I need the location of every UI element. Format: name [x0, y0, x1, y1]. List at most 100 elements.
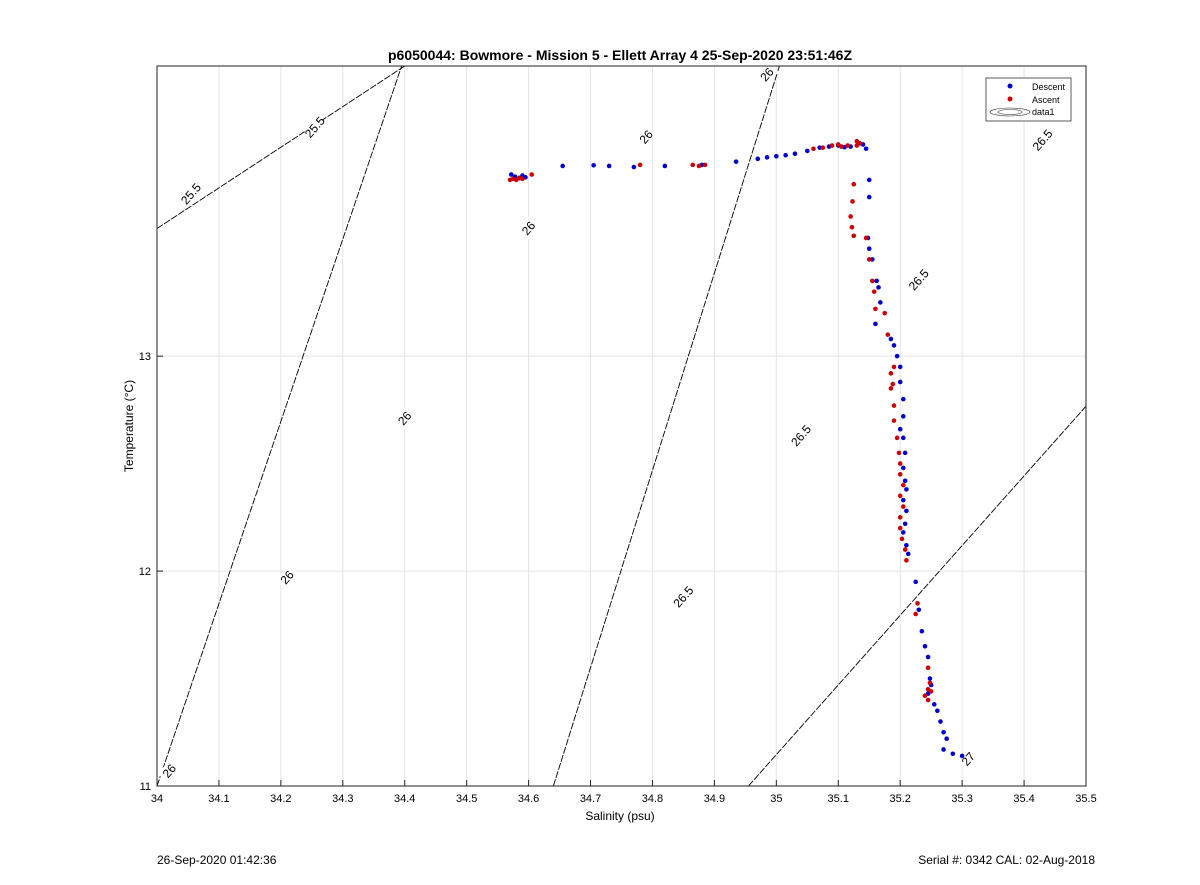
data-point-ascent — [529, 172, 534, 177]
x-tick-label: 35.5 — [1075, 793, 1096, 805]
data-point-descent — [792, 151, 798, 156]
data-point-descent — [863, 146, 869, 152]
legend-contour-marker — [989, 107, 1031, 117]
contour-label: 26 — [392, 406, 417, 431]
data-point-ascent — [851, 181, 857, 187]
data-point-ascent — [900, 482, 906, 488]
legend: Descent Ascent data1 — [985, 77, 1072, 122]
data-point-descent — [916, 607, 922, 613]
data-point-descent — [904, 508, 909, 514]
data-point-descent — [508, 172, 514, 177]
plot-frame — [156, 65, 1087, 787]
data-point-ascent — [927, 680, 933, 686]
x-tick-label: 34 — [151, 793, 163, 805]
data-point-ascent — [520, 176, 525, 182]
data-point-ascent — [891, 364, 897, 370]
data-point-descent — [866, 194, 872, 200]
data-point-descent — [927, 676, 933, 681]
data-point-ascent — [885, 332, 891, 337]
data-point-ascent — [888, 371, 894, 376]
data-point-ascent — [902, 547, 908, 552]
data-point-descent — [866, 246, 872, 251]
data-point-descent — [905, 551, 911, 557]
data-point-ascent — [894, 435, 900, 441]
data-point-ascent — [900, 504, 906, 509]
data-point-descent — [774, 153, 779, 159]
data-point-descent — [897, 379, 903, 385]
data-point-descent — [591, 162, 596, 168]
data-point-ascent — [913, 611, 918, 617]
data-point-descent — [950, 751, 956, 757]
x-tick-label: 34.5 — [456, 793, 477, 805]
x-tick-label: 34.3 — [332, 793, 353, 805]
x-tick-label: 35.4 — [1013, 793, 1034, 805]
data-point-ascent — [811, 146, 816, 152]
legend-ascent-label: Ascent — [1032, 95, 1060, 105]
data-point-ascent — [845, 143, 850, 148]
density-contour-line — [748, 405, 1086, 786]
data-point-ascent — [696, 163, 702, 169]
data-points — [507, 138, 965, 759]
data-point-descent — [631, 164, 637, 170]
data-point-descent — [938, 719, 943, 724]
data-point-descent — [904, 542, 909, 548]
contour-label: 26 — [516, 216, 541, 241]
data-point-ascent — [839, 144, 844, 149]
data-point-descent — [941, 747, 946, 752]
data-point-descent — [922, 643, 928, 649]
data-point-descent — [873, 321, 878, 327]
x-tick-label: 34.8 — [642, 793, 663, 805]
data-point-ascent — [849, 224, 855, 230]
data-point-ascent — [922, 693, 928, 699]
y-tick-label: 12 — [139, 566, 151, 578]
density-contour-line — [157, 66, 405, 229]
legend-descent-label: Descent — [1032, 82, 1066, 92]
data-point-ascent — [897, 461, 903, 466]
data-point-descent — [878, 300, 883, 305]
data-point-ascent — [897, 515, 903, 520]
x-tick-label: 35 — [770, 793, 782, 805]
data-point-ascent — [897, 525, 903, 531]
data-point-ascent — [870, 278, 875, 284]
legend-contour-marker-inner — [997, 109, 1023, 115]
data-point-descent — [902, 478, 908, 484]
x-tick-label: 35.2 — [889, 793, 910, 805]
footer-serial: Serial #: 0342 CAL: 02-Aug-2018 — [918, 853, 1095, 867]
data-point-descent — [894, 353, 900, 359]
data-point-ascent — [873, 306, 878, 312]
data-point-descent — [560, 163, 565, 169]
footer-timestamp: 26-Sep-2020 01:42:36 — [157, 853, 277, 867]
contour-label: 26 — [634, 124, 659, 150]
x-tick-label: 34.1 — [208, 793, 229, 805]
data-point-descent — [783, 152, 788, 158]
data-point-descent — [662, 163, 668, 169]
data-point-ascent — [891, 418, 897, 423]
data-point-descent — [897, 364, 903, 370]
data-point-ascent — [690, 162, 696, 168]
data-point-descent — [931, 702, 937, 707]
data-point-descent — [900, 396, 906, 402]
density-contour-line — [552, 66, 780, 786]
data-point-descent — [902, 521, 908, 527]
data-point-ascent — [863, 235, 869, 241]
density-contour-line — [157, 66, 403, 786]
data-point-descent — [913, 579, 918, 585]
data-point-ascent — [891, 403, 897, 408]
contour-label: 26 — [275, 565, 299, 590]
data-point-descent — [959, 753, 965, 759]
data-point-descent — [900, 414, 906, 419]
data-point-ascent — [882, 310, 888, 316]
data-point-descent — [888, 336, 894, 342]
x-axis-label: Salinity (psu) — [585, 809, 654, 823]
data-point-descent — [733, 159, 739, 164]
data-point-ascent — [871, 289, 877, 294]
contour-label: 26 — [157, 758, 182, 784]
data-point-ascent — [702, 162, 708, 168]
data-point-ascent — [904, 558, 909, 563]
data-point-descent — [935, 708, 940, 714]
y-axis-ticks: 11 12 13 — [139, 351, 163, 793]
data-point-descent — [941, 729, 946, 735]
x-tick-label: 34.2 — [270, 793, 291, 805]
